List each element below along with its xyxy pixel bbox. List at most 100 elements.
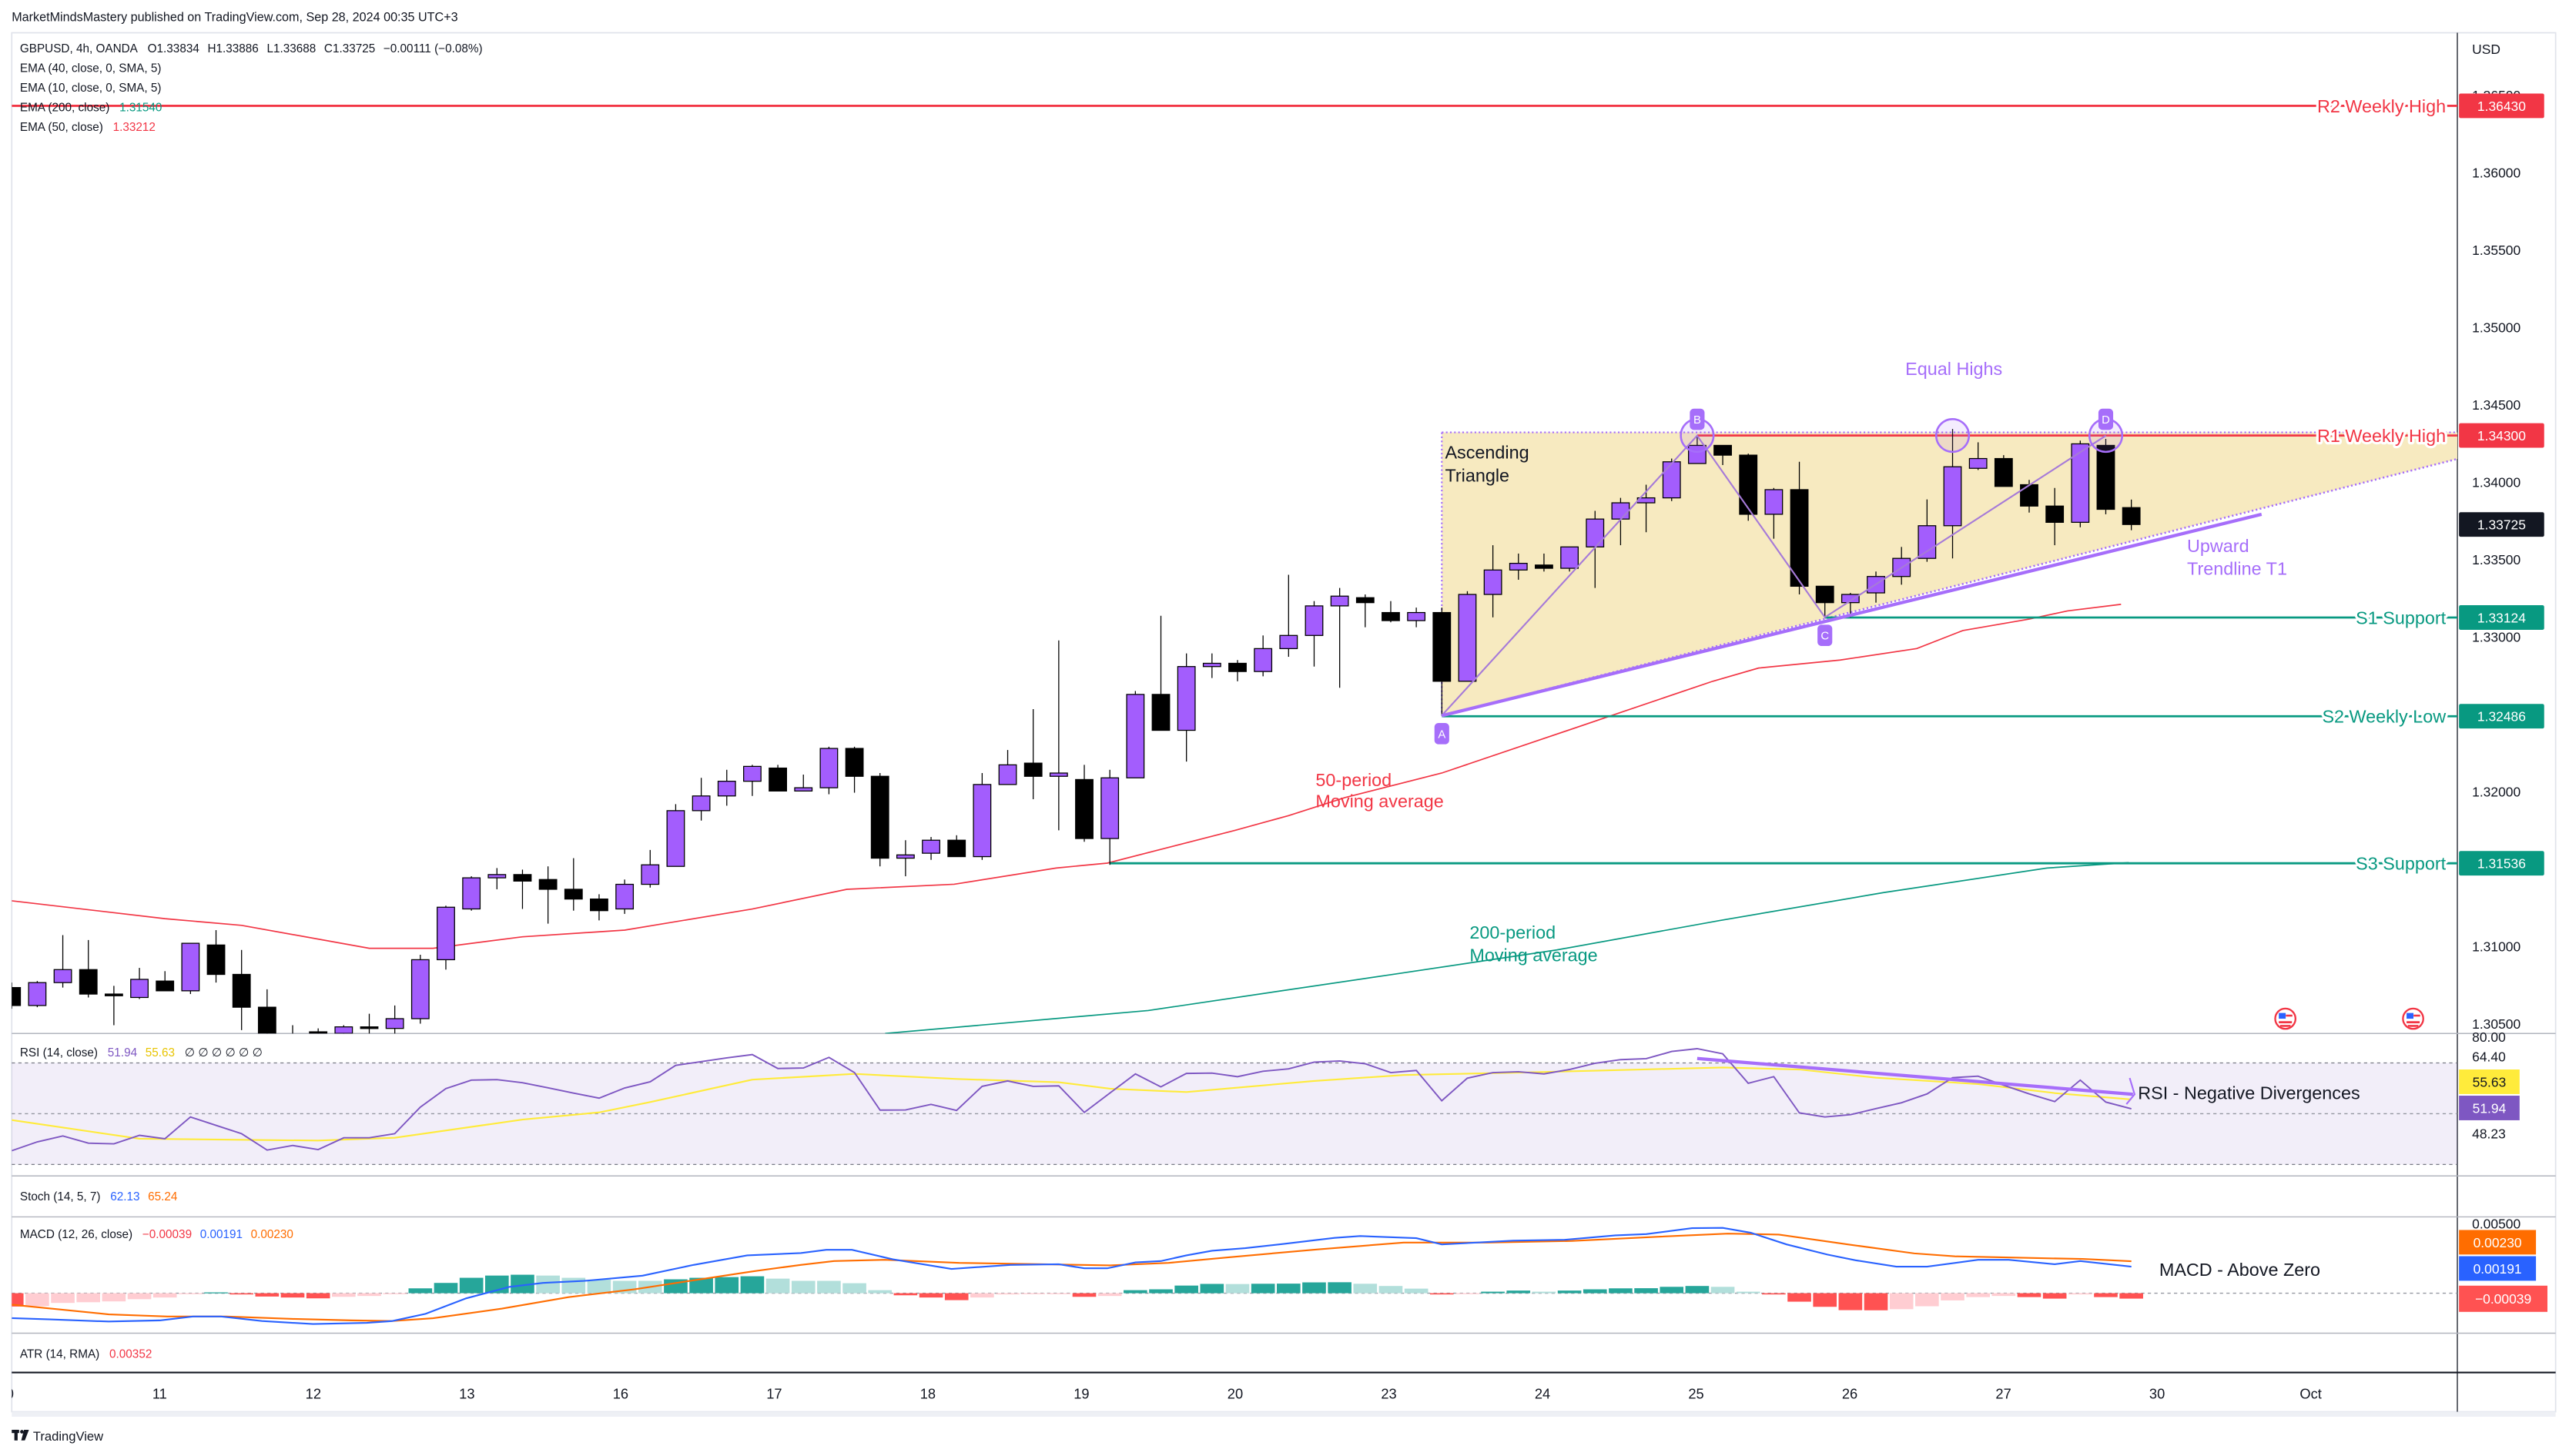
bullish-candle <box>743 765 762 796</box>
macd-histogram-bar <box>791 1280 816 1294</box>
rsi-divergence-arrow[interactable] <box>1696 1056 2133 1096</box>
pattern-point-badge[interactable] <box>1817 624 1833 647</box>
macd-histogram-bar <box>459 1277 484 1294</box>
candle-body <box>692 795 711 812</box>
macd-histogram-bar <box>740 1276 765 1294</box>
level-label[interactable]: R2 Weekly High <box>2315 94 2449 119</box>
upward-trendline-t1[interactable] <box>1441 512 2263 718</box>
annotation-text: Moving average <box>1315 792 1443 812</box>
currency-label[interactable]: USD <box>2472 42 2500 57</box>
annotation-macd[interactable]: MACD - Above Zero <box>2159 1260 2320 1280</box>
bullish-candle <box>1687 435 1707 464</box>
bearish-candle <box>513 869 532 909</box>
annotation-text: Triangle <box>1445 465 1509 485</box>
annotation-equal-highs[interactable]: Equal Highs <box>1905 359 2002 379</box>
rsi-axis-label: 64.40 <box>2472 1049 2506 1064</box>
legend-ema10[interactable]: EMA (10, close, 0, SMA, 5) <box>20 82 162 95</box>
stoch-pane[interactable]: Stoch (14, 5, 7) 62.13 65.24 <box>20 1190 178 1203</box>
time-axis-label: 19 <box>1073 1386 1089 1402</box>
level-label[interactable]: R1 Weekly High <box>2315 423 2449 448</box>
annotation-50-ema[interactable]: 50-period Moving average <box>1315 770 1443 812</box>
bullish-candle <box>717 769 736 806</box>
candle-body <box>462 877 481 910</box>
level-label[interactable]: S3 Support <box>2353 852 2449 876</box>
legend-ema40[interactable]: EMA (40, close, 0, SMA, 5) <box>20 62 162 75</box>
macd-legend[interactable]: MACD (12, 26, close) −0.00039 0.00191 0.… <box>20 1228 293 1241</box>
annotation-rsi-divergence[interactable]: RSI - Negative Divergences <box>2138 1083 2360 1103</box>
bullish-candle <box>385 1005 404 1034</box>
candle-body <box>1177 666 1196 731</box>
level-label[interactable]: S1 Support <box>2353 605 2449 630</box>
candle-body <box>1611 502 1630 520</box>
time-axis-label: 23 <box>1381 1386 1396 1402</box>
price-axis-label: 1.32000 <box>2472 784 2520 799</box>
candle-body <box>2071 443 2090 524</box>
macd-histogram-bar <box>1302 1282 1326 1294</box>
bearish-candle <box>1382 601 1400 623</box>
abcd-pattern[interactable]: A B C D <box>1434 408 2263 745</box>
bullish-candle <box>692 778 711 821</box>
annotation-200-ema[interactable]: 200-period Moving average <box>1469 922 1597 966</box>
time-axis[interactable]: 10 11 12 13 16 17 18 19 20 23 24 25 26 27 30 Oct <box>0 1386 2322 1402</box>
bullish-candle <box>1126 691 1145 778</box>
pattern-point-badge[interactable] <box>2098 408 2114 430</box>
equal-high-circle[interactable] <box>1934 418 1971 454</box>
macd-histogram-bar <box>1506 1290 1531 1294</box>
atr-legend[interactable]: ATR (14, RMA) 0.00352 <box>20 1347 152 1361</box>
macd-pane[interactable]: MACD - Above Zero MACD (12, 26, close) −… <box>0 1216 2548 1325</box>
tradingview-logo[interactable]: TradingView <box>12 1429 104 1444</box>
macd-histogram-bar <box>689 1277 713 1294</box>
candle-body <box>1151 694 1171 731</box>
macd-hist-value: −0.00039 <box>142 1228 192 1241</box>
flag-stripe <box>2279 1025 2291 1027</box>
macd-histogram-bar <box>587 1279 611 1294</box>
pattern-point-badge[interactable] <box>1434 723 1449 745</box>
level-lines[interactable]: R2 Weekly High R1 Weekly High S1 Support S2… <box>12 94 2458 876</box>
symbol-ohlc-line[interactable]: GBPUSD, 4h, OANDA O1.33834 H1.33886 L1.3… <box>20 42 483 55</box>
candle-body <box>28 982 47 1006</box>
bullish-candle <box>1279 574 1298 658</box>
atr-pane[interactable]: ATR (14, RMA) 0.00352 <box>20 1347 152 1361</box>
triangle-lower-edge[interactable] <box>1441 457 2458 717</box>
candle-body <box>1305 605 1324 636</box>
candle-body <box>1713 444 1732 456</box>
annotation-upward-trendline[interactable]: Upward Trendline T1 <box>2187 536 2287 579</box>
legend-ema200[interactable]: EMA (200, close) 1.31540 <box>20 102 162 115</box>
legend-ema50[interactable]: EMA (50, close) 1.33212 <box>20 121 156 134</box>
bullish-candle <box>487 868 507 889</box>
flag-stripe <box>2279 1021 2293 1024</box>
bearish-candle <box>564 858 583 911</box>
annotation-ascending-triangle[interactable]: Ascending Triangle <box>1445 443 1529 486</box>
pattern-point-badge[interactable] <box>1690 408 1705 430</box>
price-pane[interactable]: R2 Weekly High R1 Weekly High S1 Support S2… <box>3 94 2458 1048</box>
rsi-value: 51.94 <box>108 1046 138 1059</box>
candle-body <box>1790 489 1809 587</box>
main-legend[interactable]: GBPUSD, 4h, OANDA O1.33834 H1.33886 L1.3… <box>20 42 483 134</box>
ascending-triangle-drawing[interactable] <box>1441 431 2458 717</box>
bearish-candle <box>360 1013 379 1034</box>
time-axis-label: 24 <box>1535 1386 1550 1402</box>
price-axis[interactable]: USD 1.365001.360001.355001.350001.345001… <box>2472 42 2520 1032</box>
legend-label: ATR (14, RMA) <box>20 1347 99 1361</box>
abcd-zigzag-line[interactable] <box>1441 434 2107 717</box>
bullish-candle <box>1254 635 1273 677</box>
macd-histogram-bar <box>868 1290 893 1294</box>
candle-body <box>2045 505 2065 524</box>
rsi-pane[interactable]: RSI - Negative Divergences RSI (14, clos… <box>12 1029 2520 1166</box>
bearish-candle <box>845 746 864 793</box>
candle-body <box>1254 648 1273 672</box>
annotation-text: Trendline T1 <box>2187 559 2287 579</box>
us-flag-icon[interactable] <box>2274 1007 2297 1030</box>
stoch-legend[interactable]: Stoch (14, 5, 7) 62.13 65.24 <box>20 1190 178 1203</box>
us-flag-icon[interactable] <box>2402 1007 2424 1030</box>
level-label[interactable]: S2 Weekly Low <box>2319 705 2448 729</box>
candle-body <box>1739 454 1758 515</box>
stoch-d-value: 65.24 <box>148 1190 178 1203</box>
economic-events[interactable] <box>2274 1007 2424 1030</box>
macd-signal-tag <box>2459 1230 2537 1255</box>
macd-histogram-bar <box>229 1293 254 1295</box>
price-axis-label: 1.31000 <box>2472 939 2520 954</box>
rsi-legend[interactable]: RSI (14, close) 51.94 55.63 ∅ ∅ ∅ ∅ ∅ ∅ <box>20 1046 263 1059</box>
